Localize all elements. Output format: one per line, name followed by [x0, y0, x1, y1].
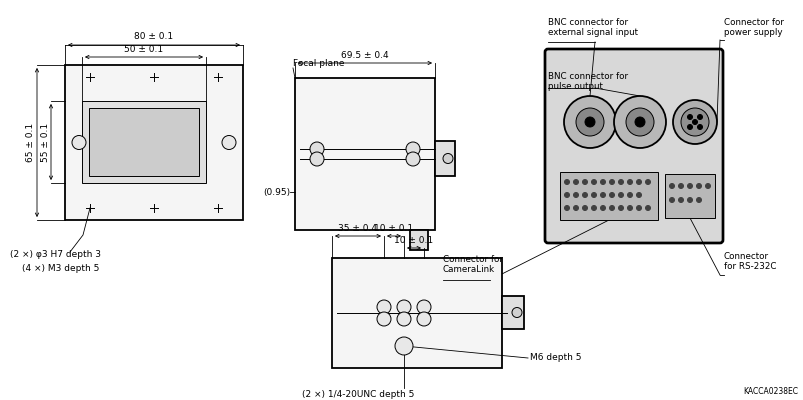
- Circle shape: [600, 180, 605, 184]
- Bar: [89, 108, 199, 176]
- Circle shape: [512, 308, 521, 318]
- Circle shape: [575, 108, 603, 136]
- Circle shape: [609, 180, 613, 184]
- Circle shape: [573, 206, 578, 210]
- Circle shape: [687, 124, 691, 130]
- Circle shape: [310, 142, 324, 156]
- Circle shape: [397, 300, 410, 314]
- Circle shape: [442, 154, 452, 164]
- Text: M6 depth 5: M6 depth 5: [529, 354, 581, 362]
- Bar: [664, 174, 714, 218]
- Circle shape: [626, 108, 653, 136]
- Circle shape: [417, 300, 430, 314]
- Circle shape: [582, 192, 587, 198]
- Text: BNC connector for
pulse output: BNC connector for pulse output: [548, 72, 627, 91]
- Circle shape: [564, 180, 569, 184]
- Circle shape: [585, 117, 594, 127]
- Circle shape: [613, 96, 665, 148]
- Circle shape: [704, 184, 710, 188]
- Circle shape: [609, 192, 613, 198]
- Bar: [434, 141, 454, 176]
- Circle shape: [600, 192, 605, 198]
- Text: (0.95): (0.95): [263, 188, 290, 196]
- Circle shape: [636, 180, 641, 184]
- Circle shape: [626, 180, 632, 184]
- Text: (2 ×) 1/4-20UNC depth 5: (2 ×) 1/4-20UNC depth 5: [301, 390, 414, 399]
- Circle shape: [687, 184, 691, 188]
- Circle shape: [417, 312, 430, 326]
- Circle shape: [564, 192, 569, 198]
- Text: Focal plane: Focal plane: [292, 59, 344, 68]
- Text: 50 ± 0.1: 50 ± 0.1: [124, 45, 163, 54]
- Bar: [410, 230, 427, 250]
- Circle shape: [310, 152, 324, 166]
- Circle shape: [626, 192, 632, 198]
- Circle shape: [72, 136, 86, 150]
- Circle shape: [697, 114, 702, 120]
- Text: Connector
for RS-232C: Connector for RS-232C: [723, 252, 776, 271]
- Circle shape: [691, 120, 697, 124]
- Circle shape: [591, 206, 596, 210]
- Text: Connector for
power supply: Connector for power supply: [723, 18, 783, 37]
- Circle shape: [377, 312, 390, 326]
- Circle shape: [626, 206, 632, 210]
- Text: 65 ± 0.1: 65 ± 0.1: [26, 123, 35, 162]
- Bar: [560, 172, 657, 220]
- FancyBboxPatch shape: [544, 49, 722, 243]
- Text: 69.5 ± 0.4: 69.5 ± 0.4: [340, 51, 389, 60]
- Circle shape: [394, 337, 413, 355]
- Text: BNC connector for
external signal input: BNC connector for external signal input: [548, 18, 638, 37]
- Circle shape: [687, 114, 691, 120]
- Circle shape: [582, 180, 587, 184]
- Circle shape: [406, 152, 419, 166]
- Circle shape: [645, 206, 650, 210]
- Circle shape: [680, 108, 708, 136]
- Circle shape: [697, 124, 702, 130]
- Text: 55 ± 0.1: 55 ± 0.1: [42, 122, 51, 162]
- Circle shape: [563, 96, 615, 148]
- Circle shape: [573, 192, 578, 198]
- Circle shape: [695, 184, 701, 188]
- Circle shape: [591, 180, 596, 184]
- Circle shape: [672, 100, 716, 144]
- Circle shape: [573, 180, 578, 184]
- Circle shape: [591, 192, 596, 198]
- Circle shape: [669, 184, 674, 188]
- Circle shape: [669, 198, 674, 202]
- Circle shape: [618, 180, 622, 184]
- Bar: [65, 65, 243, 220]
- Circle shape: [678, 184, 683, 188]
- Circle shape: [564, 206, 569, 210]
- Circle shape: [582, 206, 587, 210]
- Text: Connector for
CameraLink: Connector for CameraLink: [442, 255, 503, 274]
- Bar: [332, 258, 501, 368]
- Bar: [82, 101, 206, 183]
- Circle shape: [645, 180, 650, 184]
- Circle shape: [687, 198, 691, 202]
- Circle shape: [609, 206, 613, 210]
- Text: (2 ×) φ3 H7 depth 3: (2 ×) φ3 H7 depth 3: [10, 250, 101, 259]
- Circle shape: [618, 192, 622, 198]
- Circle shape: [636, 206, 641, 210]
- Circle shape: [695, 198, 701, 202]
- Circle shape: [634, 117, 644, 127]
- Text: 10 ± 0.1: 10 ± 0.1: [374, 224, 413, 233]
- Circle shape: [397, 312, 410, 326]
- Circle shape: [222, 136, 236, 150]
- Circle shape: [618, 206, 622, 210]
- Circle shape: [406, 142, 419, 156]
- Circle shape: [600, 206, 605, 210]
- Text: KACCA0238EC: KACCA0238EC: [742, 387, 797, 396]
- Bar: [295, 78, 434, 230]
- Circle shape: [377, 300, 390, 314]
- Circle shape: [636, 192, 641, 198]
- Text: 10 ± 0.1: 10 ± 0.1: [394, 236, 433, 245]
- Bar: [501, 296, 524, 329]
- Text: 35 ± 0.4: 35 ± 0.4: [338, 224, 377, 233]
- Text: (4 ×) M3 depth 5: (4 ×) M3 depth 5: [22, 264, 100, 273]
- Circle shape: [678, 198, 683, 202]
- Text: 80 ± 0.1: 80 ± 0.1: [134, 32, 173, 41]
